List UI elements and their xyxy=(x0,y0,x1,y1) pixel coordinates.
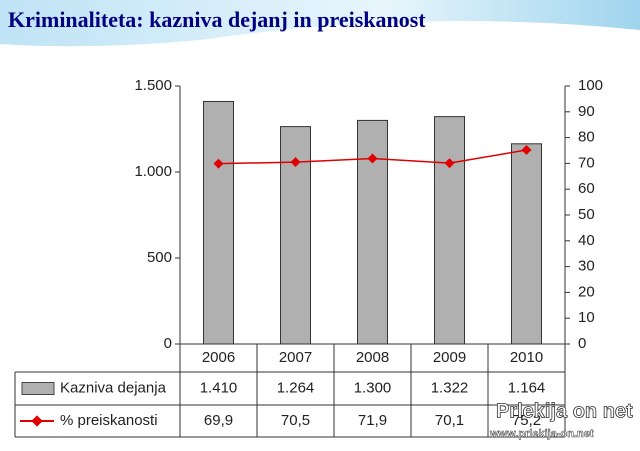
table-cell: 1.322 xyxy=(431,379,469,396)
y-tick-label: 500 xyxy=(147,249,172,266)
line-marker xyxy=(367,153,378,164)
table-cell: 1.264 xyxy=(277,379,315,396)
y2-tick-label: 20 xyxy=(578,283,595,300)
line-marker xyxy=(290,157,301,168)
table-cell: 1.410 xyxy=(200,379,238,396)
y2-tick-label: 60 xyxy=(578,180,595,197)
y2-tick-label: 80 xyxy=(578,129,595,146)
x-tick-label: 2006 xyxy=(202,349,235,366)
table-cell: 75,2 xyxy=(512,412,541,429)
bar xyxy=(357,119,388,345)
y2-tick-label: 0 xyxy=(578,335,586,352)
legend-marker xyxy=(31,415,43,427)
y2-tick-label: 90 xyxy=(578,103,595,120)
table-cell: 69,9 xyxy=(204,412,233,429)
x-tick-label: 2009 xyxy=(433,349,466,366)
legend-label: % preiskanosti xyxy=(60,412,158,429)
y-tick-label: 0 xyxy=(164,335,172,352)
line-marker xyxy=(444,158,455,169)
table-cell: 70,1 xyxy=(435,412,464,429)
header-swoosh xyxy=(0,0,640,47)
table-cell: 71,9 xyxy=(358,412,387,429)
y2-tick-label: 100 xyxy=(578,77,603,94)
legend-label: Kazniva dejanja xyxy=(60,379,167,396)
y2-tick-label: 10 xyxy=(578,309,595,326)
bar xyxy=(434,116,465,345)
x-tick-label: 2008 xyxy=(356,349,389,366)
watermark-url: www.prlekija-on.net xyxy=(489,428,594,440)
y2-tick-label: 70 xyxy=(578,154,595,171)
table-cell: 70,5 xyxy=(281,412,310,429)
y2-tick-label: 50 xyxy=(578,206,595,223)
legend-swatch xyxy=(21,382,55,395)
table-cell: 1.300 xyxy=(354,379,392,396)
line-marker xyxy=(213,158,224,169)
bar xyxy=(203,100,234,345)
y-tick-label: 1.000 xyxy=(134,163,172,180)
y2-tick-label: 40 xyxy=(578,232,595,249)
x-tick-label: 2010 xyxy=(510,349,543,366)
x-tick-label: 2007 xyxy=(279,349,312,366)
y2-tick-label: 30 xyxy=(578,258,595,275)
line-marker xyxy=(521,145,532,155)
bar xyxy=(511,143,542,345)
watermark: Prlekija on net xyxy=(496,400,633,422)
table-cell: 1.164 xyxy=(508,379,546,396)
chart-title: Kriminaliteta: kazniva dejanj in preiska… xyxy=(8,7,426,32)
y-tick-label: 1.500 xyxy=(134,77,172,94)
